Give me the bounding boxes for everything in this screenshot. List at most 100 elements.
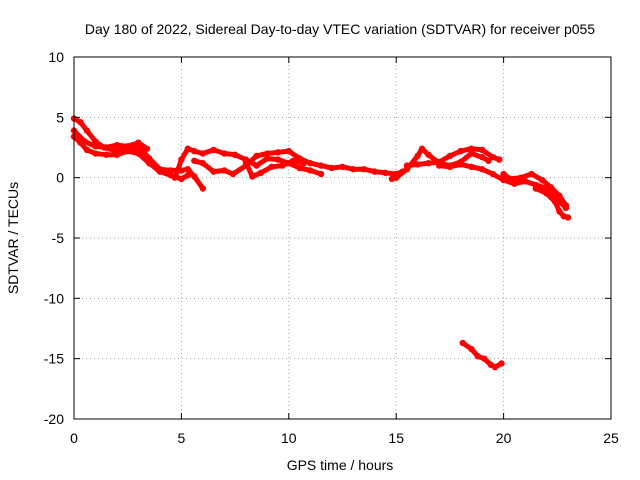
y-tick-label: 5 [56,109,64,125]
data-point [178,156,185,163]
data-point [556,192,563,199]
data-point [382,169,389,177]
data-point [543,190,550,197]
series-track-l [460,340,504,370]
data-point [500,176,507,184]
x-tick-label: 10 [281,430,297,446]
data-point [457,161,464,168]
data-point [459,339,466,347]
chart-title: Day 180 of 2022, Sidereal Day-to-day VTE… [85,21,595,37]
x-tick-label: 20 [496,430,512,446]
data-point [199,185,207,192]
data-point [474,353,482,360]
data-point [478,153,486,161]
data-point [446,163,454,171]
data-point [425,159,432,167]
data-point [274,149,282,156]
data-point [184,166,192,173]
data-point [485,157,492,164]
data-point [253,152,260,160]
data-point [498,360,505,367]
data-point [350,166,357,173]
data-point [145,159,153,167]
series-track-h [404,146,502,169]
data-point [184,172,192,179]
series-track-d [172,146,324,181]
y-tick-label: -15 [44,351,64,367]
data-point [83,146,91,154]
data-point [435,162,443,169]
data-point [171,174,179,181]
data-point [253,162,260,169]
data-point [199,150,207,157]
data-point [113,141,121,149]
data-point [184,145,192,152]
data-point [317,162,325,169]
data-point [156,168,164,175]
data-point [532,185,540,192]
data-point [257,169,265,177]
data-point [539,176,546,184]
data-point [143,145,151,152]
data-point [468,163,475,171]
data-point [199,159,207,167]
data-point [264,150,271,157]
data-point [279,162,286,169]
data-point [231,151,239,158]
data-point [425,151,432,158]
data-point [249,173,256,180]
data-point [285,147,292,155]
data-point [317,170,325,178]
data-point [307,167,314,174]
data-point [446,152,454,160]
data-point [403,162,411,169]
y-tick-label: 10 [48,49,64,65]
x-tick-label: 15 [388,430,404,446]
data-point [221,167,228,174]
data-point [414,152,421,160]
data-point [81,138,88,145]
grid-lines [74,57,611,419]
data-point [92,150,99,157]
data-point [489,170,497,178]
data-point [77,118,84,126]
y-axis-label: SDTVAR / TECUs [5,182,21,294]
data-point [562,202,570,209]
data-point [500,170,507,178]
data-point [307,159,314,167]
y-tick-label: -10 [44,290,64,306]
data-point [491,363,499,371]
data-point [517,174,524,181]
axis-ticks: 0 5 10 15 20 25 -20 -15 -10 -5 0 5 10 [44,49,619,446]
data-point [92,143,99,150]
data-point [547,184,555,191]
data-point [264,155,271,162]
data-point [339,163,346,171]
data-point [468,345,475,353]
data-point [191,157,198,164]
data-point [268,163,275,171]
data-point [418,145,426,152]
x-axis-label: GPS time / hours [287,457,394,473]
data-point [242,158,250,166]
data-point [274,156,282,163]
data-point [191,173,198,180]
data-point [528,170,535,178]
data-point [191,147,198,155]
x-tick-label: 0 [70,430,78,446]
data-point [521,178,529,185]
data-point [103,151,110,158]
data-series-group [70,115,572,371]
data-point [300,159,308,167]
data-point [83,127,91,134]
data-point [289,157,297,164]
y-tick-label: -5 [52,230,65,246]
data-point [511,180,518,187]
data-point [210,146,217,154]
data-point [135,139,142,146]
data-point [103,144,110,151]
data-point [457,147,464,155]
data-point [478,166,486,173]
x-tick-label: 5 [178,430,186,446]
data-point [135,150,142,157]
